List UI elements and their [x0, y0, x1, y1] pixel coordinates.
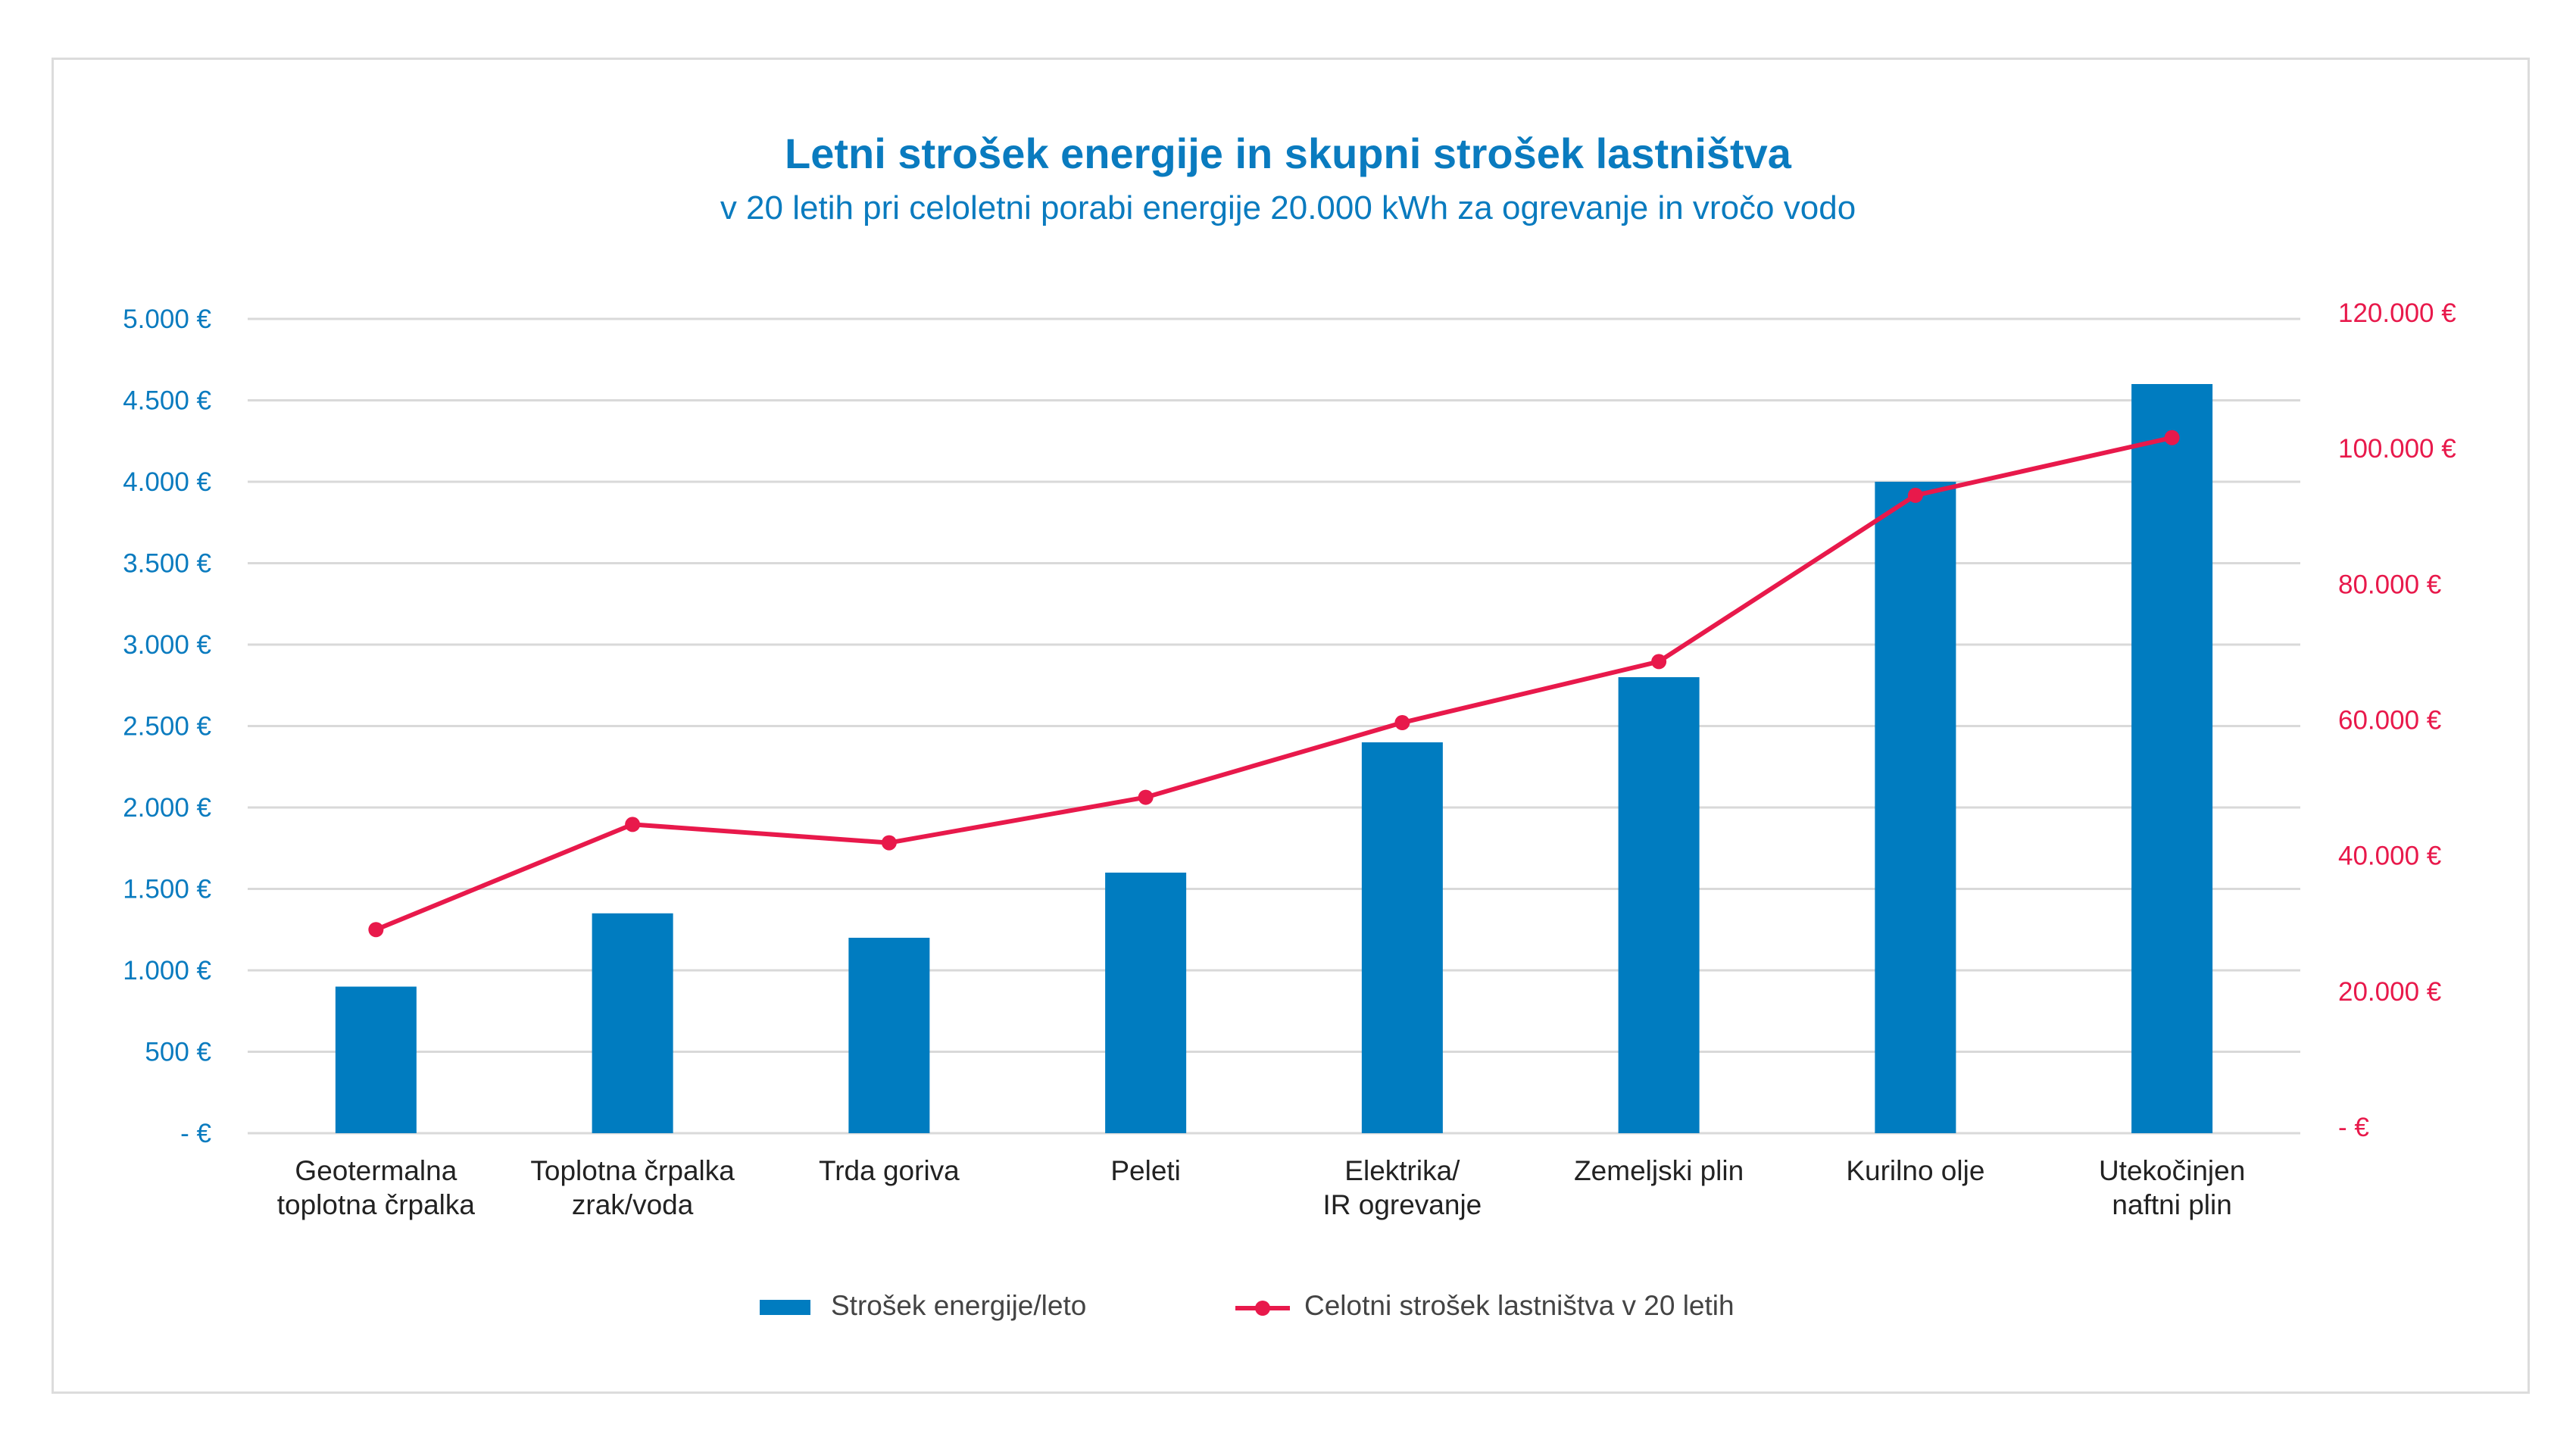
category-label: Zemeljski plin	[1574, 1155, 1744, 1186]
category-label: Utekočinjen	[2099, 1155, 2245, 1186]
left-tick-label: - €	[180, 1119, 211, 1148]
right-tick-label: 60.000 €	[2338, 706, 2441, 736]
category-label: Toplotna črpalka	[530, 1155, 735, 1186]
legend-label-bar: Strošek energije/leto	[831, 1290, 1087, 1321]
chart-frame	[52, 58, 2530, 1394]
bar	[1105, 873, 1187, 1133]
line-point	[368, 922, 384, 938]
right-tick-label: 40.000 €	[2338, 842, 2441, 871]
right-tick-label: 120.000 €	[2338, 298, 2456, 328]
line-point	[1394, 715, 1410, 731]
line-point	[625, 817, 641, 832]
bar	[2131, 384, 2213, 1133]
right-tick-label: 100.000 €	[2338, 434, 2456, 464]
chart-title: Letni strošek energije in skupni strošek…	[785, 130, 1791, 177]
right-tick-label: - €	[2338, 1113, 2369, 1142]
bar	[1875, 482, 1956, 1133]
line-point	[1651, 654, 1667, 670]
left-tick-label: 4.000 €	[123, 467, 211, 497]
category-label: Elektrika/	[1344, 1155, 1460, 1186]
left-tick-label: 2.500 €	[123, 712, 211, 742]
category-label: IR ogrevanje	[1322, 1189, 1482, 1220]
line-point	[1907, 487, 1923, 503]
category-label: Kurilno olje	[1846, 1155, 1984, 1186]
bar	[848, 938, 930, 1133]
bar	[335, 986, 417, 1133]
left-tick-label: 2.000 €	[123, 793, 211, 823]
line-point	[2164, 429, 2180, 445]
category-label: Geotermalna	[295, 1155, 457, 1186]
line-point	[881, 835, 897, 851]
legend-label-line: Celotni strošek lastništva v 20 letih	[1304, 1290, 1735, 1321]
legend-swatch-marker	[1255, 1301, 1270, 1316]
left-tick-label: 1.500 €	[123, 875, 211, 904]
category-label: zrak/voda	[572, 1189, 694, 1220]
category-label: naftni plin	[2112, 1189, 2231, 1220]
chart-subtitle: v 20 letih pri celoletni porabi energije…	[720, 189, 1856, 226]
line-series	[375, 435, 2173, 932]
left-tick-label: 500 €	[145, 1038, 211, 1067]
category-label: Peleti	[1110, 1155, 1181, 1186]
left-tick-label: 1.000 €	[123, 956, 211, 985]
right-tick-label: 80.000 €	[2338, 570, 2441, 599]
left-tick-label: 5.000 €	[123, 305, 211, 334]
left-tick-label: 3.500 €	[123, 549, 211, 579]
category-label: toplotna črpalka	[277, 1189, 476, 1220]
bar	[1361, 742, 1443, 1133]
left-tick-label: 3.000 €	[123, 630, 211, 660]
legend-swatch-bar	[760, 1300, 810, 1315]
left-tick-label: 4.500 €	[123, 386, 211, 416]
bar	[1618, 677, 1700, 1133]
category-label: Trda goriva	[819, 1155, 960, 1186]
right-tick-label: 20.000 €	[2338, 977, 2441, 1007]
line-point	[1138, 789, 1154, 805]
bar	[592, 913, 673, 1133]
